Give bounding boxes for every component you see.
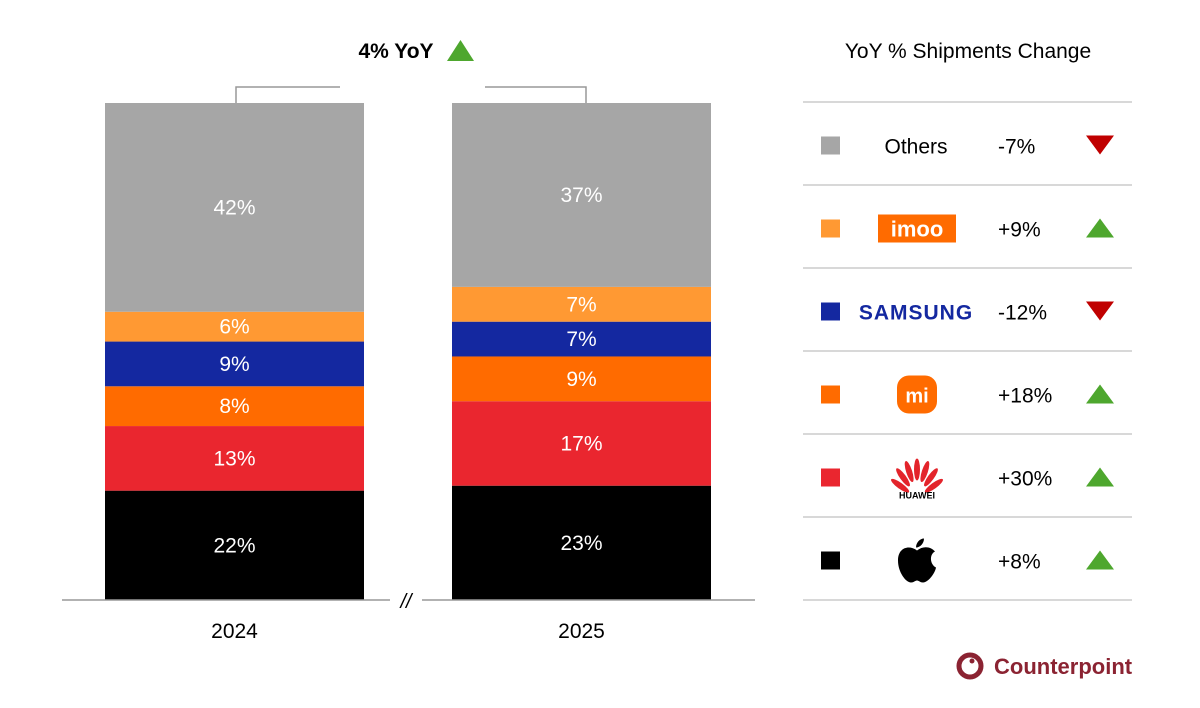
legend-swatch-others xyxy=(821,136,840,155)
huawei-petal-icon xyxy=(920,461,930,483)
data-label: 17% xyxy=(560,432,602,455)
huawei-petal-icon xyxy=(914,458,920,481)
legend-swatch-imoo xyxy=(821,219,840,238)
bar-segment-samsung-2025 xyxy=(452,321,711,357)
huawei-petal-icon xyxy=(924,468,938,487)
data-label: 9% xyxy=(219,353,249,376)
xiaomi-logo-text: mi xyxy=(905,386,928,408)
triangle-down-icon xyxy=(1086,301,1114,321)
legend-swatch-apple xyxy=(821,551,840,570)
data-label: 7% xyxy=(566,293,596,316)
triangle-up-icon xyxy=(1086,384,1114,404)
counterpoint-logo-icon xyxy=(956,652,984,680)
legend-title: YoY % Shipments Change xyxy=(845,40,1091,63)
triangle-up-icon xyxy=(1086,550,1114,570)
bar-segment-xiaomi-2025 xyxy=(452,356,711,402)
legend-yoy-value: +18% xyxy=(998,385,1052,408)
counterpoint-logo-dot xyxy=(969,658,975,664)
huawei-petal-icon xyxy=(904,461,914,483)
legend-yoy-value: +30% xyxy=(998,468,1052,491)
legend-yoy-value: -12% xyxy=(998,302,1047,325)
yoy-annotation-bg xyxy=(340,70,485,100)
legend-yoy-value: +8% xyxy=(998,551,1041,574)
legend-swatch-samsung xyxy=(821,302,840,321)
imoo-logo-text: imoo xyxy=(891,217,944,242)
triangle-up-icon xyxy=(1086,467,1114,487)
data-label: 23% xyxy=(560,532,602,555)
bar-segment-imoo-2024 xyxy=(105,311,364,342)
huawei-logo-text: HUAWEI xyxy=(899,491,935,501)
data-label: 37% xyxy=(560,184,602,207)
huawei-petal-icon xyxy=(896,468,910,487)
bar-segment-imoo-2025 xyxy=(452,286,711,322)
bar-segment-huawei-2024 xyxy=(105,426,364,491)
xiaomi-logo xyxy=(897,375,937,414)
x-tick-label: 2024 xyxy=(211,620,258,643)
data-label: 42% xyxy=(213,196,255,219)
bar-segment-apple-2024 xyxy=(105,490,364,600)
axis-break-mark: // xyxy=(398,591,414,613)
data-label: 22% xyxy=(213,534,255,557)
legend-yoy-value: -7% xyxy=(998,136,1035,159)
legend-label: Others xyxy=(884,136,947,159)
triangle-up-icon xyxy=(447,40,474,61)
triangle-down-icon xyxy=(1086,135,1114,155)
samsung-logo: SAMSUNG xyxy=(859,302,973,325)
legend-yoy-value: +9% xyxy=(998,219,1041,242)
bar-segment-apple-2025 xyxy=(452,485,711,600)
data-label: 6% xyxy=(219,316,249,339)
data-label: 8% xyxy=(219,395,249,418)
bar-segment-xiaomi-2024 xyxy=(105,386,364,427)
counterpoint-logo-text: Counterpoint xyxy=(994,654,1133,679)
data-label: 7% xyxy=(566,328,596,351)
imoo-logo xyxy=(878,214,956,243)
yoy-annotation: 4% YoY xyxy=(358,40,433,63)
triangle-up-icon xyxy=(1086,218,1114,238)
data-label: 13% xyxy=(213,447,255,470)
legend-swatch-huawei xyxy=(821,468,840,487)
bar-segment-others-2024 xyxy=(105,103,364,312)
bar-segment-huawei-2025 xyxy=(452,401,711,486)
huawei-petal-icon xyxy=(891,478,910,493)
bar-segment-samsung-2024 xyxy=(105,341,364,387)
x-tick-label: 2025 xyxy=(558,620,605,643)
bar-segment-others-2025 xyxy=(452,103,711,287)
data-label: 9% xyxy=(566,368,596,391)
legend-swatch-xiaomi xyxy=(821,385,840,404)
huawei-petal-icon xyxy=(924,478,943,493)
apple-logo-icon xyxy=(898,538,936,583)
